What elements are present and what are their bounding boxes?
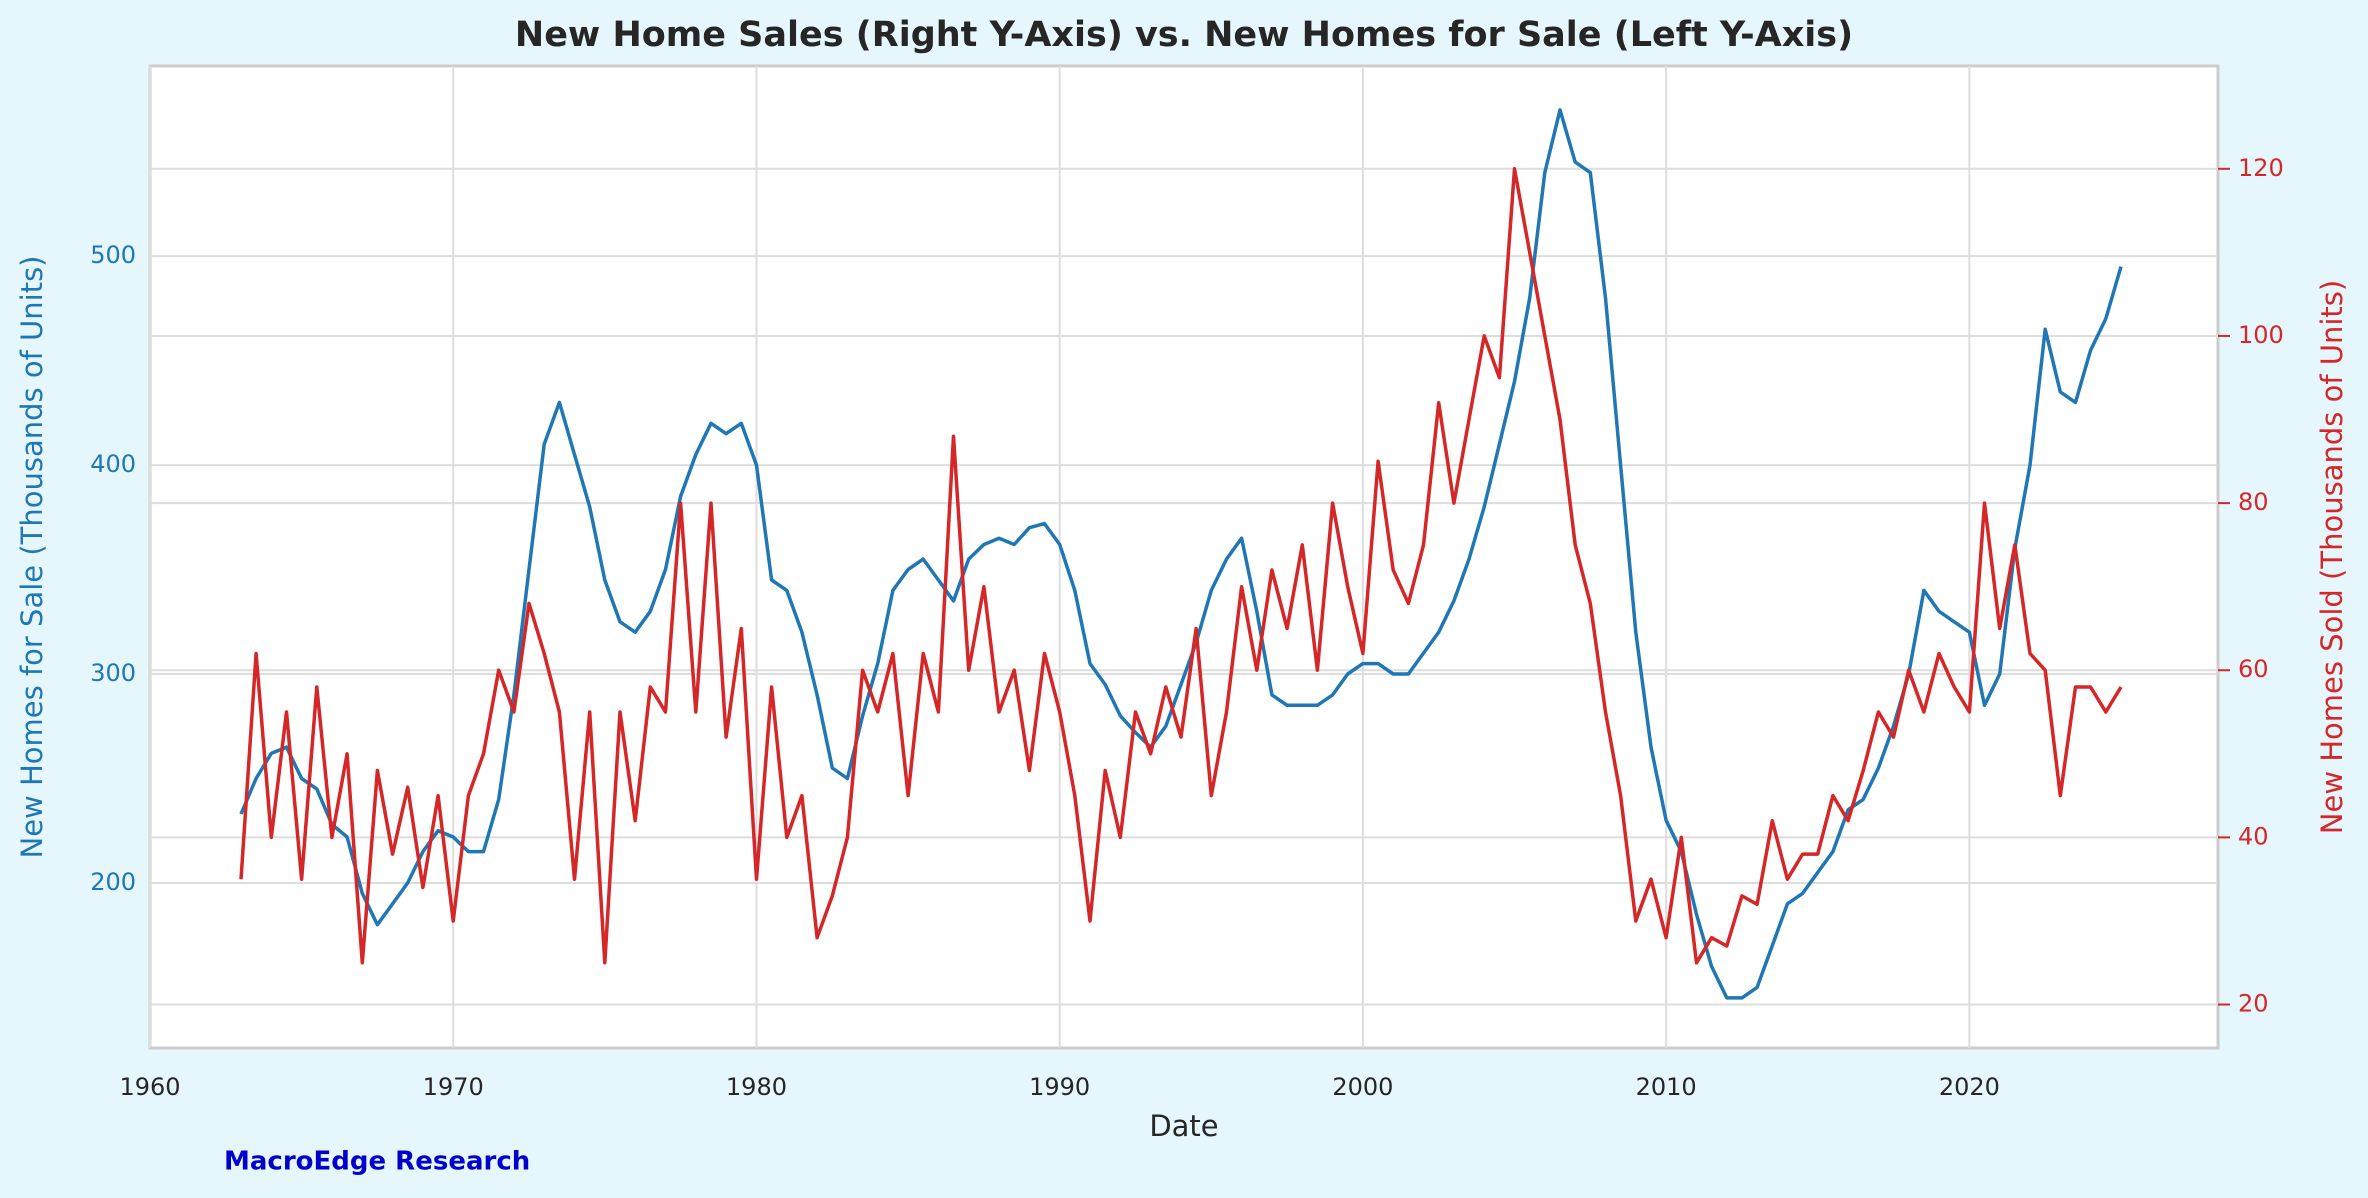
series-line (239, 167, 2123, 965)
plot-area (148, 64, 2220, 1050)
y2-tick-label: 120 (2238, 154, 2284, 182)
y-tick-label: 400 (90, 450, 136, 478)
y2-tick-label: 20 (2238, 990, 2269, 1018)
y2-tick-label: 60 (2238, 655, 2269, 683)
y-axis-label: New Homes for Sale (Thousands of Units) (15, 256, 49, 859)
y-tick-label: 200 (90, 868, 136, 896)
x-tick-label: 2020 (1939, 1073, 2000, 1101)
y2-axis-label: New Homes Sold (Thousands of Units) (2315, 280, 2349, 834)
x-tick-label: 1960 (119, 1073, 180, 1101)
x-axis-label: Date (1149, 1109, 1218, 1143)
x-tick-label: 2000 (1332, 1073, 1393, 1101)
chart-title: New Home Sales (Right Y-Axis) vs. New Ho… (515, 15, 1853, 55)
y-tick-label: 300 (90, 659, 136, 687)
x-tick-label: 1990 (1029, 1073, 1090, 1101)
x-tick-label: 2010 (1636, 1073, 1697, 1101)
series-line (239, 108, 2123, 1000)
x-tick-label: 1980 (726, 1073, 787, 1101)
y2-tick-label: 40 (2238, 822, 2269, 850)
x-tick-label: 1970 (423, 1073, 484, 1101)
y2-tick-label: 100 (2238, 321, 2284, 349)
watermark: MacroEdge Research (224, 1147, 530, 1177)
y2-tick-label: 80 (2238, 488, 2269, 516)
y-tick-label: 500 (90, 241, 136, 269)
